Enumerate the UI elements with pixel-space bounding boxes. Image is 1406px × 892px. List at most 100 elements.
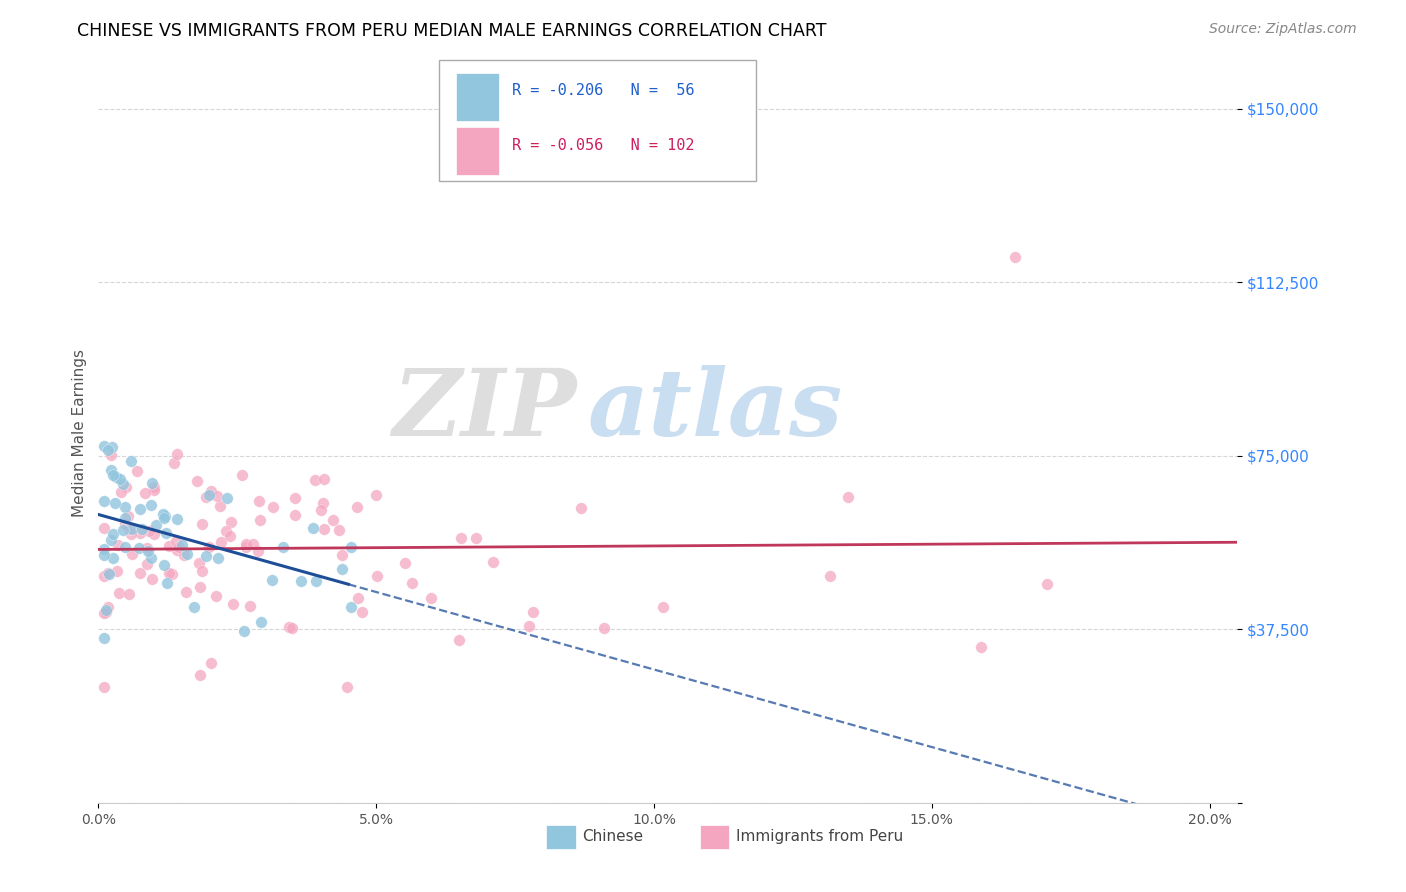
Point: [110, 485, 132, 500]
Point: [170, 539, 193, 553]
Point: [200, 657, 222, 671]
Point: [114, 517, 136, 532]
Point: [235, 537, 257, 551]
Point: [401, 576, 423, 591]
Point: [186, 474, 208, 488]
Point: [93, 569, 115, 583]
Point: [128, 526, 150, 541]
Point: [121, 548, 143, 562]
Point: [837, 490, 859, 504]
Point: [1004, 250, 1026, 264]
Point: [114, 510, 136, 524]
Point: [128, 541, 150, 555]
Point: [231, 467, 253, 482]
Text: CHINESE VS IMMIGRANTS FROM PERU MEDIAN MALE EARNINGS CORRELATION CHART: CHINESE VS IMMIGRANTS FROM PERU MEDIAN M…: [77, 22, 827, 40]
Point: [339, 600, 361, 615]
Point: [593, 622, 616, 636]
Point: [135, 541, 157, 555]
Point: [200, 484, 222, 499]
Point: [135, 557, 157, 571]
Point: [139, 550, 162, 565]
Point: [450, 531, 472, 545]
Point: [249, 513, 271, 527]
Point: [105, 564, 128, 578]
Point: [167, 540, 190, 554]
Point: [188, 668, 211, 682]
Point: [651, 600, 673, 615]
Point: [198, 488, 221, 502]
Point: [239, 599, 262, 614]
Point: [114, 480, 136, 494]
Point: [214, 524, 236, 539]
Point: [281, 621, 304, 635]
Point: [346, 500, 368, 515]
Point: [232, 624, 254, 639]
Point: [217, 491, 239, 506]
Point: [209, 534, 232, 549]
Point: [302, 521, 325, 535]
Text: R = -0.206   N =  56: R = -0.206 N = 56: [512, 83, 695, 98]
Text: atlas: atlas: [588, 366, 844, 456]
Point: [190, 564, 212, 578]
Point: [131, 523, 153, 537]
Point: [100, 533, 122, 547]
Point: [93, 521, 115, 535]
Point: [97, 566, 120, 580]
Point: [157, 566, 180, 580]
Text: ZIP: ZIP: [392, 366, 576, 456]
Point: [221, 515, 243, 529]
Point: [271, 540, 294, 554]
Point: [108, 586, 131, 600]
Point: [93, 606, 115, 620]
Point: [188, 580, 211, 594]
Point: [322, 512, 344, 526]
Point: [205, 489, 228, 503]
Point: [143, 483, 166, 497]
Point: [155, 526, 177, 541]
Point: [818, 568, 841, 582]
Point: [522, 605, 544, 619]
Point: [107, 539, 129, 553]
Point: [118, 522, 141, 536]
FancyBboxPatch shape: [700, 825, 730, 848]
Point: [94, 602, 117, 616]
Point: [242, 537, 264, 551]
Text: R = -0.056   N = 102: R = -0.056 N = 102: [512, 138, 695, 153]
Point: [194, 490, 217, 504]
Point: [93, 541, 115, 556]
Point: [176, 585, 198, 599]
Point: [103, 496, 125, 510]
Point: [100, 448, 122, 462]
Point: [125, 464, 148, 478]
Point: [97, 442, 120, 457]
Point: [93, 439, 115, 453]
Point: [120, 527, 142, 541]
Point: [100, 463, 122, 477]
Point: [157, 539, 180, 553]
Point: [152, 508, 174, 522]
Point: [284, 508, 307, 522]
Point: [129, 502, 152, 516]
Point: [569, 500, 592, 515]
Point: [166, 543, 188, 558]
Point: [93, 632, 115, 646]
Point: [93, 548, 115, 562]
Point: [250, 615, 273, 629]
Point: [141, 476, 163, 491]
Text: Immigrants from Peru: Immigrants from Peru: [737, 830, 904, 845]
Point: [208, 499, 231, 513]
Point: [347, 591, 370, 605]
Point: [93, 494, 115, 508]
Point: [352, 606, 374, 620]
Point: [156, 576, 179, 591]
Point: [262, 500, 284, 514]
Point: [449, 632, 471, 647]
Point: [141, 572, 163, 586]
Point: [304, 473, 326, 487]
Point: [104, 470, 127, 484]
Point: [153, 510, 176, 524]
Point: [218, 529, 240, 543]
Point: [166, 512, 188, 526]
Point: [97, 599, 120, 614]
Point: [191, 516, 214, 531]
